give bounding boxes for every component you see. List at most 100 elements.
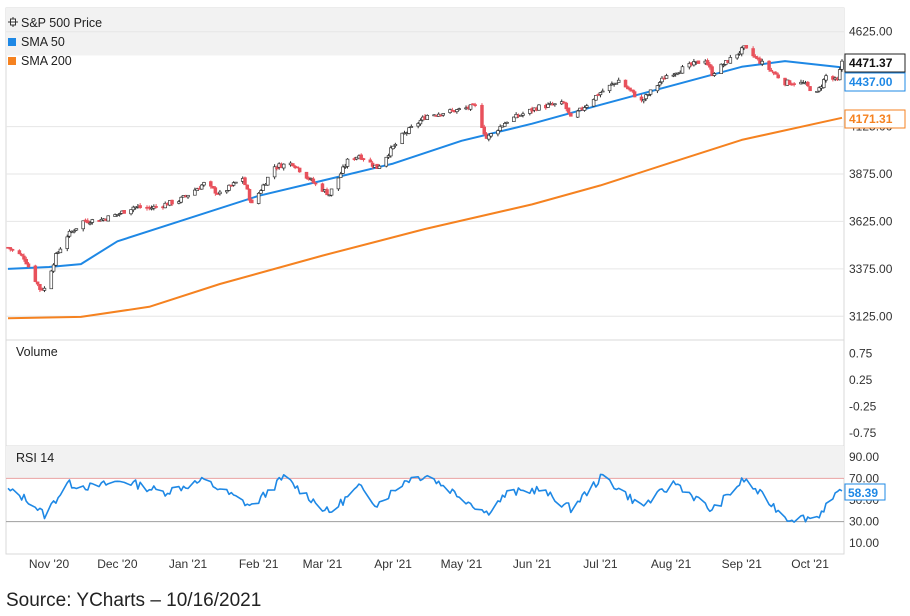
candle xyxy=(199,184,204,190)
volume-panel-frame xyxy=(5,339,845,447)
legend-label-sma200: SMA 200 xyxy=(21,54,72,68)
x-tick-label: Oct '21 xyxy=(791,557,829,571)
candle xyxy=(193,187,197,196)
candle xyxy=(721,63,726,68)
candle xyxy=(594,95,598,101)
candle xyxy=(482,124,486,137)
badge-sma50 xyxy=(844,72,906,92)
candle xyxy=(338,171,343,178)
x-tick-label: Jul '21 xyxy=(583,557,618,571)
badge-price-value: 4471.37 xyxy=(849,56,893,70)
x-tick-label: Nov '20 xyxy=(29,557,70,571)
candle xyxy=(824,73,828,83)
candle xyxy=(389,145,393,158)
candle xyxy=(234,181,238,184)
candle xyxy=(370,161,375,169)
candle xyxy=(313,181,318,187)
candle xyxy=(209,180,213,189)
x-tick-label: Jun '21 xyxy=(513,557,552,571)
candle xyxy=(655,84,660,94)
rsi-series xyxy=(7,473,843,523)
legend-swatch-sma200 xyxy=(8,57,16,65)
sma200-series xyxy=(7,116,843,320)
volume-panel: Volume 0.75 0.25 -0.25 -0.75 xyxy=(5,339,877,447)
candle xyxy=(361,157,366,162)
candle xyxy=(628,87,632,92)
x-tick-label: Dec '20 xyxy=(97,557,138,571)
candle xyxy=(687,61,692,70)
rsi-line xyxy=(7,473,843,523)
candlestick-series xyxy=(6,44,844,293)
sma50-series xyxy=(7,60,843,270)
candle xyxy=(72,229,76,234)
candle xyxy=(275,165,279,171)
candle xyxy=(774,71,778,75)
candle xyxy=(35,281,40,287)
price-y-tick-label: 3125.00 xyxy=(849,309,893,323)
candle xyxy=(272,164,277,180)
badge-rsi-value: 58.39 xyxy=(848,486,878,500)
badge-price xyxy=(844,53,906,73)
price-y-tick-label: 3375.00 xyxy=(849,262,893,276)
candle xyxy=(776,72,780,79)
candle xyxy=(51,263,56,273)
candle xyxy=(680,64,685,74)
candle xyxy=(17,249,22,255)
x-tick-label: Sep '21 xyxy=(722,557,763,571)
candle xyxy=(58,247,63,254)
candle xyxy=(537,104,541,111)
candle xyxy=(391,145,395,150)
candle xyxy=(74,228,79,232)
last-value-badges: 4471.37 4437.00 4171.31 xyxy=(844,53,906,129)
price-y-tick-label: 4625.00 xyxy=(849,25,893,39)
candle xyxy=(708,61,712,70)
candle xyxy=(67,229,72,238)
candle xyxy=(202,181,206,187)
candle xyxy=(598,91,603,98)
x-tick-label: May '21 xyxy=(441,557,483,571)
candle xyxy=(767,60,771,72)
candle xyxy=(38,283,42,293)
candle xyxy=(575,109,580,118)
x-tick-label: Jan '21 xyxy=(169,557,208,571)
candle xyxy=(425,114,430,120)
candle xyxy=(591,98,596,107)
price-y-tick-label: 3875.00 xyxy=(849,167,893,181)
candle xyxy=(512,116,516,123)
candle xyxy=(760,58,764,67)
candle xyxy=(186,194,190,199)
candle xyxy=(247,188,252,203)
candle xyxy=(368,157,373,163)
candle xyxy=(792,82,796,87)
candle xyxy=(115,214,120,217)
candle xyxy=(86,218,90,224)
candle xyxy=(457,107,461,111)
price-y-tick-label: 3625.00 xyxy=(849,214,893,228)
candle xyxy=(384,156,389,168)
candle xyxy=(468,104,473,111)
volume-y-tick-label: 0.75 xyxy=(849,346,873,360)
candle xyxy=(753,54,758,59)
rsi-panel-title: RSI 14 xyxy=(16,451,54,465)
rsi-reference-lines xyxy=(6,477,844,523)
candle xyxy=(719,63,723,74)
candle xyxy=(22,253,26,262)
candle xyxy=(806,81,810,88)
legend-label-sma50: SMA 50 xyxy=(21,35,65,49)
candle xyxy=(664,73,669,79)
candle xyxy=(769,67,774,72)
candle xyxy=(505,121,509,124)
candle xyxy=(90,218,95,225)
candle xyxy=(297,167,302,173)
rsi-y-tick-label: 90.00 xyxy=(849,450,879,464)
x-tick-label: Aug '21 xyxy=(651,557,692,571)
candle xyxy=(345,158,350,169)
candle xyxy=(231,181,236,187)
candle xyxy=(585,103,589,109)
candle xyxy=(632,89,637,98)
candle xyxy=(147,205,152,211)
candle xyxy=(407,126,411,135)
candle xyxy=(250,198,254,204)
candle xyxy=(154,204,158,209)
candle xyxy=(227,184,231,192)
